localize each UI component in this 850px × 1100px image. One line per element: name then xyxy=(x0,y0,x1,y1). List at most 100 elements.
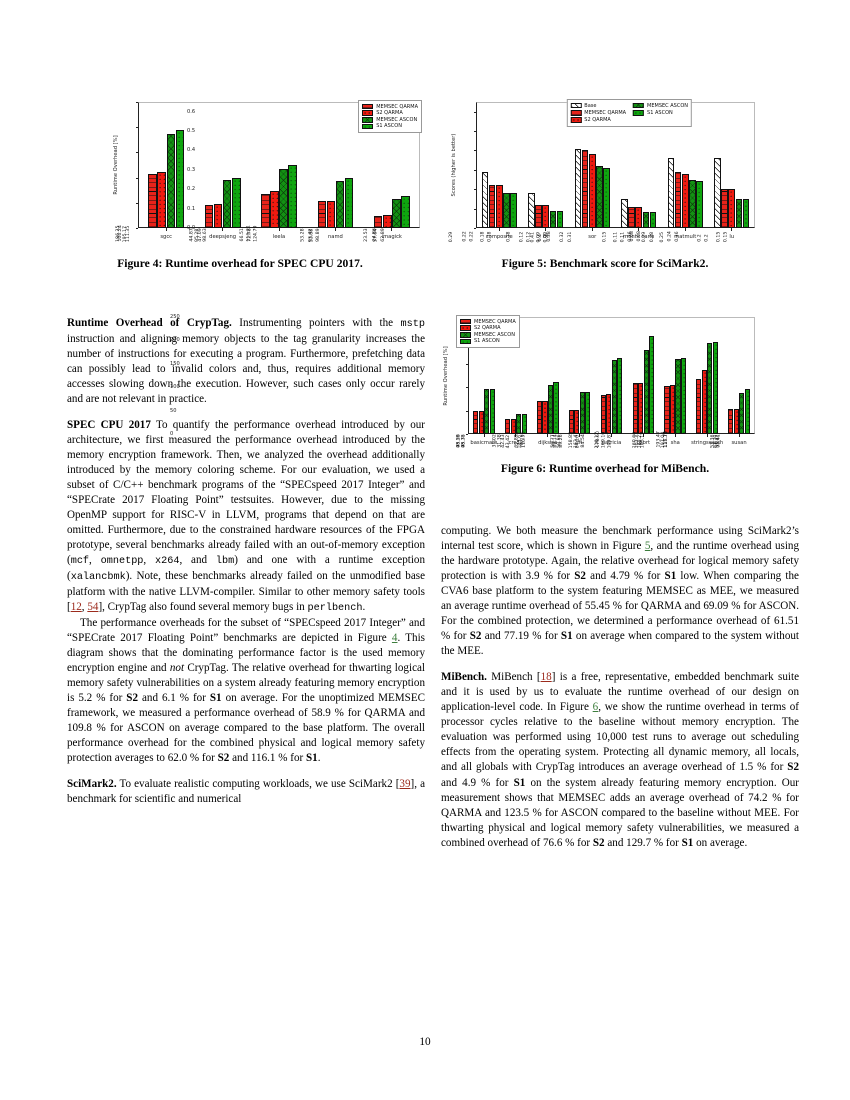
x-axis-tick-label: namd xyxy=(327,234,343,240)
x-axis-tick xyxy=(684,228,686,231)
legend-swatch-icon xyxy=(362,123,374,130)
bar-s2-qarma xyxy=(542,401,548,434)
paragraph-performance-overheads: The performance overheads for the subset… xyxy=(67,616,425,764)
y-axis-tick xyxy=(135,228,138,229)
y-axis-tick-label: 250 xyxy=(170,314,180,320)
bar-s2-qarma xyxy=(606,394,612,434)
y-axis-tick xyxy=(473,169,476,171)
paragraph-spec-cpu-2017: SPEC CPU 2017 To quantify the performanc… xyxy=(67,418,425,614)
para-head-spec: SPEC CPU 2017 xyxy=(67,418,151,431)
label-s1-r4: S1 xyxy=(681,836,694,849)
y-axis-tick-label: 0.3 xyxy=(187,166,196,173)
citation-54[interactable]: 54 xyxy=(87,600,99,613)
label-s2-r2: S2 xyxy=(469,630,482,643)
bar-s1-ascon xyxy=(489,389,495,434)
citation-18[interactable]: 18 xyxy=(540,671,552,684)
bar-s2-qarma xyxy=(681,173,689,228)
bar-memsec-ascon xyxy=(484,389,490,434)
code-mstp: mstp xyxy=(400,319,426,330)
x-axis-tick-label: qsort xyxy=(636,440,651,446)
y-axis-tick xyxy=(473,111,476,113)
figure-5-chart: 0.0 0.1 0.2 0.3 0.4 0.5 0.6 Scores (higher is b… xyxy=(187,96,759,244)
y-axis-tick-label: 0.5 xyxy=(187,128,196,135)
bar-s1-ascon xyxy=(617,357,623,434)
x-axis-tick xyxy=(391,228,393,231)
legend-swatch-icon xyxy=(362,117,374,123)
label-s2: S2 xyxy=(126,691,139,704)
x-axis-tick-label: basicmath xyxy=(470,440,498,446)
bar-memsec-qarma xyxy=(581,150,589,228)
x-axis-tick-label: leela xyxy=(272,234,286,240)
legend-swatch-icon xyxy=(460,318,471,325)
figure-ref-4[interactable]: 4 xyxy=(391,631,398,644)
bar-memsec-qarma xyxy=(696,379,702,434)
y-axis-tick-label: 0.0 xyxy=(187,225,196,231)
bar-base xyxy=(481,171,489,228)
bar-s2-qarma xyxy=(669,384,676,434)
y-axis-tick-label: 100 xyxy=(170,384,180,391)
bar-s2-qarma xyxy=(635,206,643,228)
para-head-mibench: MiBench. xyxy=(441,671,487,684)
legend-item: MEMSEC ASCON xyxy=(633,103,688,109)
x-axis-tick-label: ffi xyxy=(577,440,583,446)
legend-swatch-icon xyxy=(460,325,471,331)
x-axis-tick-label: deepsjeng xyxy=(209,234,237,240)
bar-s1-ascon xyxy=(553,382,559,434)
legend-label: MEMSEC ASCON xyxy=(376,116,418,123)
x-axis-tick xyxy=(642,434,644,437)
bar-memsec-ascon xyxy=(675,358,681,434)
bar-memsec-ascon xyxy=(707,343,713,434)
label-s2-r3: S2 xyxy=(787,761,799,774)
label-s2b: S2 xyxy=(217,752,230,764)
citation-12[interactable]: 12 xyxy=(70,600,82,613)
citation-39[interactable]: 39 xyxy=(399,778,411,791)
legend-swatch-icon xyxy=(460,332,471,338)
code-lbm: lbm xyxy=(215,556,235,568)
bar-memsec-ascon xyxy=(166,134,175,228)
bar-base xyxy=(714,158,721,228)
bar-s2-qarma xyxy=(733,408,739,434)
bar-memsec-qarma xyxy=(535,204,542,228)
y-axis-label: Scores (higher is better) xyxy=(451,133,457,197)
bar-s1-ascon xyxy=(585,392,591,434)
x-axis-tick-label: sgcc xyxy=(160,234,173,240)
legend-label: S1 ASCON xyxy=(647,109,673,116)
bar-memsec-qarma xyxy=(488,185,496,228)
paragraph-scimark2: SciMark2. To evaluate realistic computin… xyxy=(67,778,425,806)
bar-s1-ascon xyxy=(288,165,297,228)
legend-label: MEMSEC QARMA xyxy=(376,103,418,110)
chart-legend: MEMSEC QARMA S2 QARMA MEMSEC ASCON S1 ASCON xyxy=(358,100,422,133)
bar-s2-qarma xyxy=(478,411,484,434)
x-axis-tick xyxy=(706,434,708,437)
bar-s2-qarma xyxy=(728,189,736,228)
legend-label: MEMSEC QARMA xyxy=(584,109,627,116)
y-axis-tick-label: 0 xyxy=(170,431,174,437)
y-axis-tick xyxy=(473,150,476,152)
x-axis-tick xyxy=(498,228,500,231)
bar-memsec-qarma xyxy=(505,419,511,434)
figure-4-caption: Figure 4: Runtime overhead for SPEC CPU … xyxy=(117,257,363,270)
bar-base xyxy=(621,198,628,228)
figure-ref-6[interactable]: 6 xyxy=(592,701,599,714)
bar-memsec-qarma xyxy=(261,194,270,228)
legend-label: S2 QARMA xyxy=(584,116,611,123)
bar-s2-qarma xyxy=(213,204,223,228)
x-axis-tick xyxy=(611,434,612,437)
x-axis-tick xyxy=(638,228,640,231)
x-axis-tick-label: sor xyxy=(588,234,597,240)
x-axis-tick-label: monte carlo xyxy=(623,234,655,240)
x-axis-tick-label: lu xyxy=(729,234,735,240)
figure-ref-5[interactable]: 5 xyxy=(644,540,651,553)
x-axis-tick xyxy=(515,434,517,437)
legend-swatch-icon xyxy=(570,110,582,116)
bar-s2-qarma xyxy=(638,382,644,434)
x-axis-tick-label: patricia xyxy=(601,440,622,446)
label-s1-r1: S1 xyxy=(664,570,677,583)
bar-s1-ascon xyxy=(521,413,527,434)
x-axis-tick-label: dijkstra xyxy=(538,440,558,446)
para-head-scimark2: SciMark2. xyxy=(67,778,117,791)
bar-memsec-qarma xyxy=(204,205,214,228)
code-mcf: mcf xyxy=(70,556,90,568)
left-text-column: Runtime Overhead of CrypTag. Instrumenti… xyxy=(67,316,425,807)
